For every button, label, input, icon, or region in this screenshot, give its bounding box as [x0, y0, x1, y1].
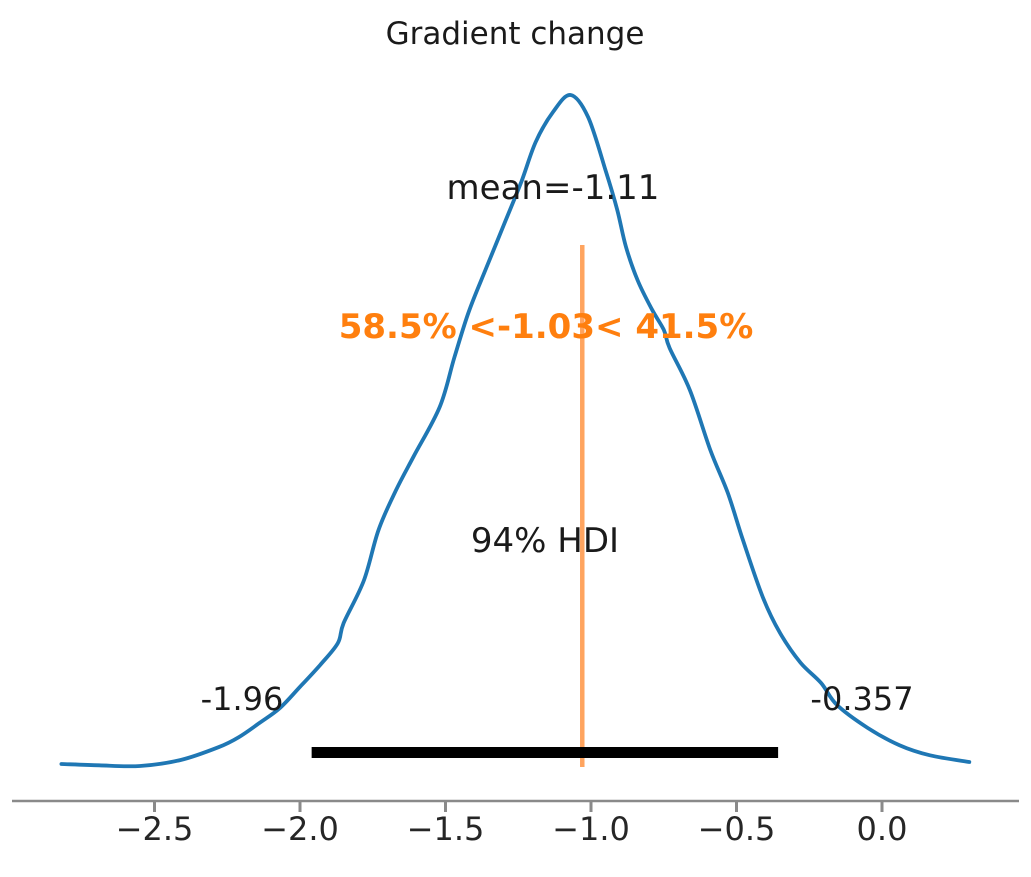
- x-axis-tick-label: −1.5: [406, 810, 485, 848]
- x-axis-tick-label: −2.0: [261, 810, 339, 848]
- x-axis-tick-label: −2.5: [115, 810, 194, 848]
- x-axis-tick-label: 0.0: [856, 810, 908, 848]
- hdi-label: 94% HDI: [470, 521, 620, 561]
- hdi-upper-label: -0.357: [810, 680, 914, 718]
- plot-title: Gradient change: [385, 16, 645, 52]
- x-axis-tick-label: −1.0: [552, 810, 630, 848]
- ref-val-label: 58.5% <-1.03< 41.5%: [338, 307, 754, 347]
- hdi-lower-label: -1.96: [200, 680, 284, 718]
- x-axis-tick-label: −0.5: [697, 810, 776, 848]
- mean-label: mean=-1.11: [446, 168, 660, 208]
- x-axis-ticks: [153, 801, 884, 812]
- kde-curve: [59, 93, 972, 769]
